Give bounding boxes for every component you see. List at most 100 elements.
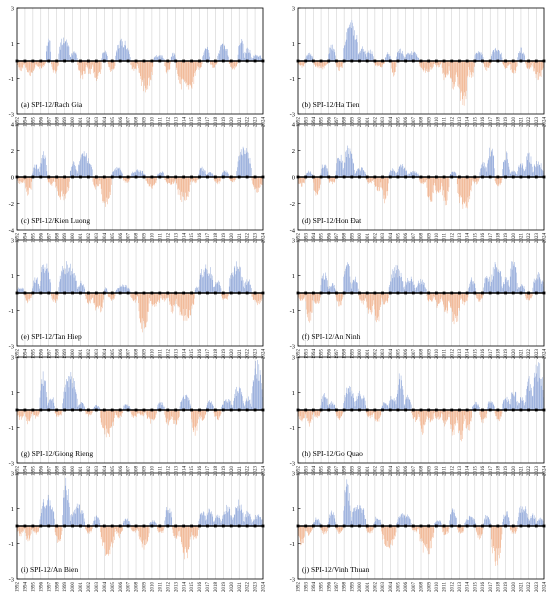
zero-line-marker [504,291,507,295]
x-tick-label: 2013 [458,117,463,128]
x-tick-label: 2024 [543,233,548,244]
zero-line-marker [15,408,19,412]
zero-line-marker [488,408,492,412]
zero-line-marker [94,59,98,63]
x-tick-label: 2003 [381,466,386,477]
zero-line-marker [527,408,531,412]
x-tick-label: 2003 [95,582,100,592]
y-tick-label: 2 [11,148,14,155]
y-tick-label: -1 [290,308,295,315]
zero-line-marker [488,175,492,179]
x-tick-label: 2003 [95,117,100,128]
zero-line-marker [381,59,384,63]
x-tick-label: 1996 [327,117,332,128]
y-tick-label: -3 [9,112,14,119]
x-tick-label: 2008 [420,349,425,360]
x-tick-label: 1998 [55,117,60,128]
zero-line-marker [450,59,454,63]
zero-line-marker [311,59,315,63]
zero-line-marker [15,59,19,63]
x-tick-label: 2004 [103,349,108,360]
zero-line-marker [39,408,43,412]
zero-line-marker [221,408,225,412]
x-tick-label: 1997 [47,466,52,477]
x-tick-label: 2008 [135,582,140,592]
zero-line-marker [434,291,438,295]
x-tick-label: 1996 [39,349,44,360]
x-tick-label: 2007 [127,233,132,244]
x-tick-label: 2019 [222,233,227,244]
x-tick-label: 2005 [111,117,116,128]
zero-line-marker [296,291,300,295]
zero-line-marker [229,175,233,179]
zero-line-marker [419,175,423,179]
zero-line-marker [465,59,469,63]
zero-line-marker [411,291,415,295]
zero-line-marker [31,175,35,179]
zero-line-marker [102,59,106,63]
x-tick-label: 2012 [166,117,171,128]
x-tick-label: 2019 [504,466,509,477]
y-tick-label: -1 [9,308,14,315]
x-tick-label: 2014 [466,349,471,360]
x-tick-label: 2008 [420,117,425,128]
x-tick-label: 2019 [504,349,509,360]
zero-line-marker [23,408,27,412]
x-tick-label: 2016 [198,117,203,128]
zero-line-marker [134,175,138,179]
zero-line-marker [519,291,523,295]
x-tick-label: 1994 [24,117,29,128]
zero-line-marker [396,175,400,179]
y-tick-label: 3 [11,355,14,362]
zero-line-marker [142,408,146,412]
zero-line-marker [458,524,461,528]
zero-line-marker [481,175,484,179]
zero-line-marker [296,59,300,63]
x-tick-label: 2001 [79,233,84,244]
zero-line-marker [31,408,35,412]
zero-line-marker [229,524,233,528]
x-tick-label: 1999 [63,582,68,592]
x-tick-label: 1997 [47,233,52,244]
x-tick-label: 2004 [389,466,394,477]
zero-line-marker [481,291,484,295]
zero-line-marker [213,524,217,528]
zero-line-marker [488,524,492,528]
zero-line-marker [190,59,193,63]
zero-line-marker [473,59,477,63]
zero-line-marker [434,175,438,179]
x-tick-label: 2002 [373,117,378,128]
x-tick-label: 2013 [174,582,179,592]
zero-line-marker [182,408,186,412]
x-tick-label: 1992 [16,466,21,477]
zero-line-marker [519,524,523,528]
x-tick-label: 2018 [214,466,219,477]
x-tick-label: 2016 [481,466,486,477]
zero-line-marker [71,291,74,295]
x-tick-label: 2007 [412,117,417,128]
zero-line-marker [261,408,265,412]
x-tick-label: 2005 [397,233,402,244]
x-tick-label: 2013 [174,466,179,477]
x-tick-label: 2002 [373,582,378,592]
x-tick-label: 2003 [95,233,100,244]
x-tick-label: 2004 [103,233,108,244]
x-tick-label: 2019 [504,233,509,244]
x-tick-label: 2024 [543,466,548,477]
x-tick-label: 2024 [543,349,548,360]
x-tick-label: 1997 [47,117,52,128]
x-tick-label: 2017 [489,117,494,128]
zero-line-marker [373,175,377,179]
zero-line-marker [198,524,201,528]
x-tick-label: 2021 [520,349,525,360]
x-tick-label: 2007 [127,466,132,477]
zero-line-marker [110,59,114,63]
zero-line-marker [23,291,27,295]
x-tick-label: 2016 [198,349,203,360]
x-tick-label: 2005 [111,466,116,477]
y-tick-label: -2 [290,201,295,208]
x-tick-label: 2009 [427,582,432,592]
zero-line-marker [304,408,308,412]
